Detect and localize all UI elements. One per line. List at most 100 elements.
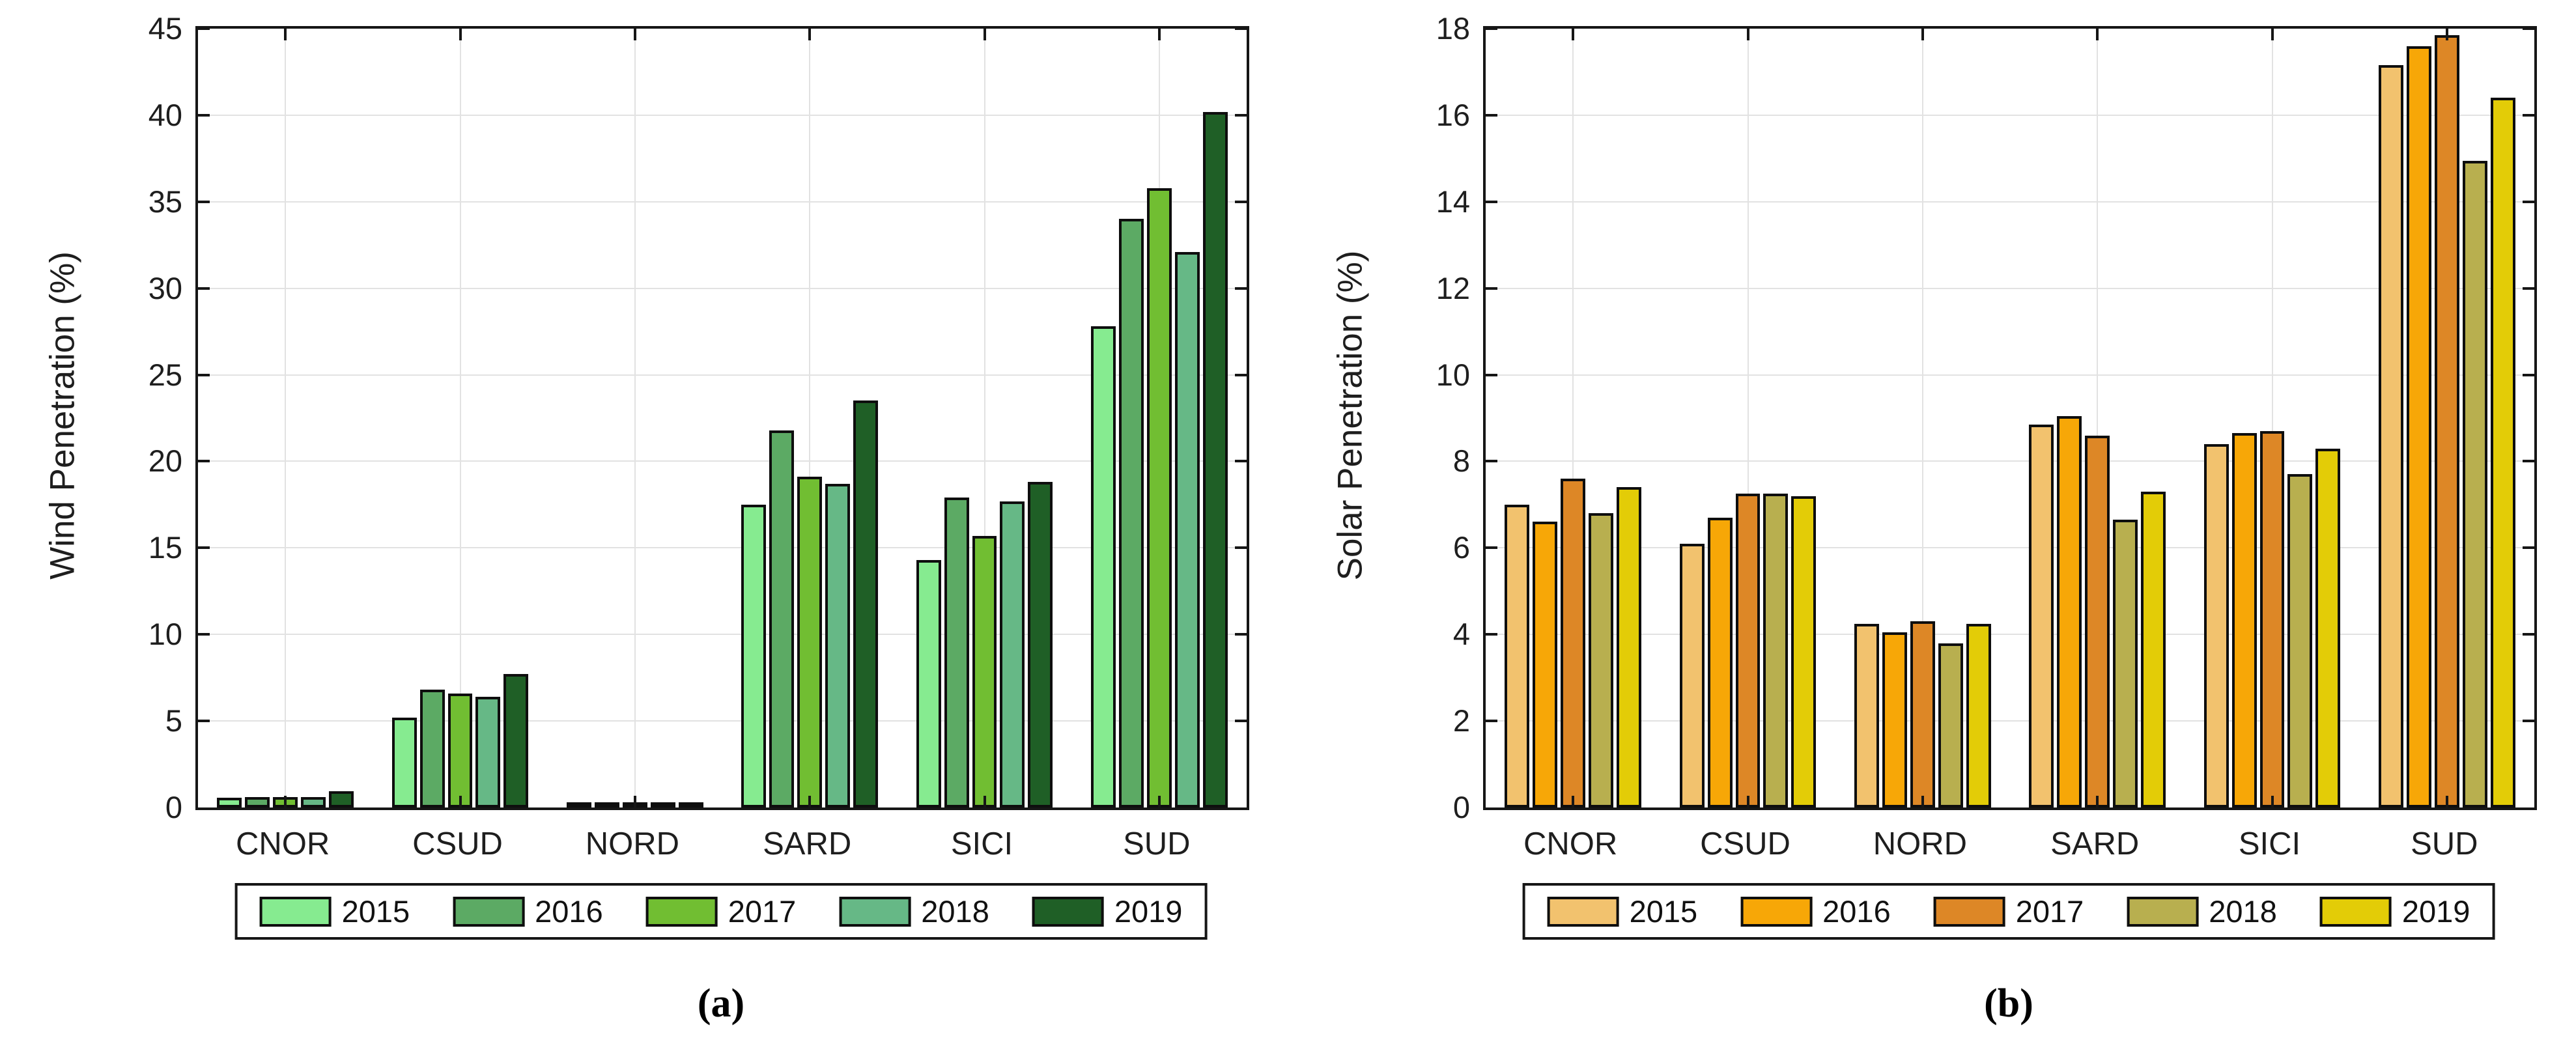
bar-CSUD-2018 <box>1763 494 1789 807</box>
gridline <box>1486 114 2534 116</box>
legend-item-2015: 2015 <box>259 894 410 929</box>
gridline <box>1486 720 2534 722</box>
gridline <box>198 114 1247 116</box>
x-tick-mark <box>1746 796 1749 807</box>
bar-SARD-2017 <box>797 477 823 807</box>
y-tick-mark <box>1486 460 1497 463</box>
gridline <box>809 29 811 807</box>
bar-SICI-2016 <box>944 498 969 807</box>
bar-NORD-2019 <box>1966 623 1991 807</box>
gridline <box>2271 29 2273 807</box>
y-tick-label: 45 <box>148 11 182 46</box>
panel-b-caption: (b) <box>1984 981 2033 1026</box>
bar-CSUD-2015 <box>391 717 417 807</box>
y-tick-mark <box>198 287 210 290</box>
bar-CNOR-2016 <box>245 797 270 807</box>
gridline <box>1747 29 1749 807</box>
x-tick-mark <box>459 796 462 807</box>
y-tick-mark <box>1486 200 1497 203</box>
bar-CNOR-2015 <box>217 798 242 807</box>
gridline <box>285 29 287 807</box>
bar-SUD-2017 <box>1146 188 1172 807</box>
gridline <box>198 201 1247 203</box>
y-tick-mark <box>198 546 210 550</box>
x-category-label: SUD <box>2411 826 2478 862</box>
bar-CSUD-2017 <box>1735 494 1761 807</box>
gridline <box>634 29 636 807</box>
legend-item-2016: 2016 <box>1740 896 1891 927</box>
bar-SARD-2019 <box>2141 491 2166 807</box>
y-tick-label: 12 <box>1436 270 1470 305</box>
bar-NORD-2015 <box>567 802 591 807</box>
y-tick-mark <box>1486 373 1497 376</box>
bar-SUD-2016 <box>1118 219 1144 807</box>
bar-SICI-2017 <box>2259 430 2285 807</box>
bar-CNOR-2019 <box>329 791 354 807</box>
y-tick-mark <box>1235 633 1247 636</box>
bar-NORD-2016 <box>1882 632 1907 807</box>
bar-SICI-2015 <box>916 559 941 807</box>
bar-SARD-2015 <box>741 504 767 807</box>
legend-swatch-2015 <box>1547 896 1619 927</box>
legend-item-2017: 2017 <box>645 896 796 927</box>
gridline <box>1486 634 2534 636</box>
x-tick-mark <box>1157 29 1161 40</box>
y-tick-mark <box>2523 373 2534 376</box>
y-tick-mark <box>198 720 210 723</box>
bar-NORD-2015 <box>1854 623 1879 807</box>
y-tick-mark <box>1486 546 1497 550</box>
y-tick-mark <box>2523 633 2534 636</box>
bar-SUD-2015 <box>2379 65 2403 807</box>
gridline <box>459 29 461 807</box>
legend-swatch-2015 <box>259 896 332 927</box>
y-tick-mark <box>1235 546 1247 550</box>
y-tick-mark <box>198 27 210 30</box>
bar-SARD-2019 <box>853 400 878 807</box>
x-category-label: SARD <box>2050 826 2140 862</box>
x-category-label: SARD <box>763 826 852 862</box>
y-tick-mark <box>1235 373 1247 376</box>
legend-label: 2018 <box>2209 894 2277 929</box>
x-tick-mark <box>1572 796 1575 807</box>
legend-swatch-2017 <box>1933 896 2005 927</box>
y-tick-label: 10 <box>148 617 182 652</box>
gridline <box>1486 460 2534 462</box>
x-tick-mark <box>284 29 287 40</box>
legend-a: 2015 2016 2017 2018 2019 <box>234 883 1208 940</box>
y-tick-mark <box>2523 720 2534 723</box>
gridline <box>2097 29 2099 807</box>
y-tick-label: 8 <box>1452 443 1470 479</box>
x-category-label: SUD <box>1123 826 1191 862</box>
x-category-label: CSUD <box>412 826 503 862</box>
y-tick-label: 35 <box>148 184 182 219</box>
legend-item-2016: 2016 <box>453 896 603 927</box>
gridline <box>198 460 1247 462</box>
x-category-label: CNOR <box>1523 826 1618 862</box>
y-tick-label: 4 <box>1452 617 1470 652</box>
x-tick-mark <box>1921 29 1924 40</box>
bar-SARD-2015 <box>2029 424 2054 807</box>
panel-a-caption: (a) <box>697 981 745 1026</box>
x-tick-mark <box>983 796 986 807</box>
gridline <box>1572 29 1574 807</box>
bar-NORD-2017 <box>1910 621 1935 807</box>
y-tick-mark <box>2523 27 2534 30</box>
bar-CSUD-2016 <box>419 690 445 807</box>
y-tick-mark <box>1235 200 1247 203</box>
legend-label: 2015 <box>341 894 410 929</box>
legend-label: 2017 <box>2015 894 2084 929</box>
y-tick-mark <box>1486 633 1497 636</box>
bar-CSUD-2017 <box>447 693 473 807</box>
bar-CNOR-2015 <box>1505 504 1530 807</box>
bar-CNOR-2018 <box>301 797 326 807</box>
gridline <box>1486 374 2534 376</box>
x-tick-mark <box>2271 796 2274 807</box>
plot-area-b <box>1483 26 2537 810</box>
bar-SARD-2017 <box>2085 435 2110 807</box>
bar-NORD-2018 <box>1938 643 1963 807</box>
legend-item-2015: 2015 <box>1547 896 1697 927</box>
bar-CNOR-2019 <box>1617 487 1641 807</box>
x-category-label: CSUD <box>1700 826 1790 862</box>
gridline <box>1486 547 2534 549</box>
